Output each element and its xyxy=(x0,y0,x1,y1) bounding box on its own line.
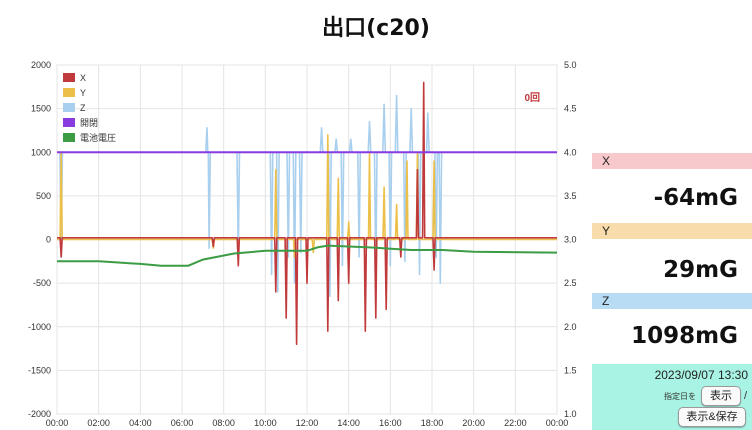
z-reading-panel: Z 1098mG xyxy=(592,293,752,349)
x-tick-label: 20:00 xyxy=(462,418,485,428)
show-and-save-button[interactable]: 表示&保存 xyxy=(678,407,746,427)
legend-swatch xyxy=(63,88,75,97)
y-right-tick-label: 3.5 xyxy=(564,191,577,201)
x-tick-label: 00:00 xyxy=(546,418,569,428)
date-control-panel: 2023/09/07 13:30 指定日を 表示 / 表示&保存 xyxy=(592,364,752,430)
z-label: Z xyxy=(592,293,752,309)
x-tick-label: 06:00 xyxy=(171,418,194,428)
y-left-tick-label: 0 xyxy=(46,235,51,245)
legend-swatch xyxy=(63,118,75,127)
count-annotation: 0回 xyxy=(524,92,540,104)
x-tick-label: 18:00 xyxy=(421,418,444,428)
y-left-tick-label: -1500 xyxy=(28,365,51,375)
y-left-tick-label: -2000 xyxy=(28,409,51,419)
x-tick-label: 00:00 xyxy=(46,418,69,428)
y-left-tick-label: 500 xyxy=(36,191,51,201)
y-right-tick-label: 1.0 xyxy=(564,409,577,419)
y-right-tick-label: 2.0 xyxy=(564,322,577,332)
x-reading-panel: X -64mG xyxy=(592,153,752,211)
x-tick-label: 02:00 xyxy=(87,418,110,428)
x-value: -64mG xyxy=(653,185,738,211)
y-right-tick-label: 1.5 xyxy=(564,365,577,375)
y-left-tick-label: 1000 xyxy=(31,147,51,157)
series-battery-voltage-line xyxy=(57,244,558,267)
x-tick-label: 10:00 xyxy=(254,418,277,428)
y-left-tick-label: -1000 xyxy=(28,322,51,332)
y-left-tick-label: 2000 xyxy=(31,60,51,70)
y-right-tick-label: 4.0 xyxy=(564,147,577,157)
x-tick-label: 08:00 xyxy=(212,418,235,428)
y-right-tick-label: 3.0 xyxy=(564,235,577,245)
x-tick-label: 12:00 xyxy=(296,418,319,428)
z-value: 1098mG xyxy=(631,323,738,349)
x-tick-label: 16:00 xyxy=(379,418,402,428)
y-right-tick-label: 2.5 xyxy=(564,278,577,288)
legend-swatch xyxy=(63,103,75,112)
datetime-display: 2023/09/07 13:30 xyxy=(654,368,748,382)
show-button[interactable]: 表示 xyxy=(701,386,741,406)
legend-swatch xyxy=(63,133,75,142)
x-tick-label: 04:00 xyxy=(129,418,152,428)
y-label: Y xyxy=(592,223,752,239)
y-left-tick-label: 1500 xyxy=(31,104,51,114)
page-title: 出口(c20) xyxy=(322,16,430,41)
y-value: 29mG xyxy=(663,257,738,283)
separator: / xyxy=(744,390,748,402)
series-layer xyxy=(57,81,558,345)
x-tick-label: 22:00 xyxy=(504,418,527,428)
legend-label: X xyxy=(80,73,86,83)
sensor-chart: 2000 1500 1000 500 0 -500 -1000 -1500 -2000 5.0 4.… xyxy=(28,60,577,428)
axes: 2000 1500 1000 500 0 -500 -1000 -1500 -2000 5.0 4.… xyxy=(28,60,577,428)
legend-label: 電池電圧 xyxy=(80,132,116,143)
legend-label: Z xyxy=(80,103,86,113)
y-right-tick-label: 4.5 xyxy=(564,104,577,114)
y-reading-panel: Y 29mG xyxy=(592,223,752,283)
legend-label: 開閉 xyxy=(80,118,98,128)
x-label: X xyxy=(592,153,752,169)
x-tick-label: 14:00 xyxy=(337,418,360,428)
series-x-line xyxy=(57,81,557,345)
y-left-tick-label: -500 xyxy=(33,278,51,288)
legend-label: Y xyxy=(80,88,86,98)
legend-swatch xyxy=(63,73,75,82)
y-right-tick-label: 5.0 xyxy=(564,60,577,70)
date-picker-label: 指定日を xyxy=(664,392,696,401)
